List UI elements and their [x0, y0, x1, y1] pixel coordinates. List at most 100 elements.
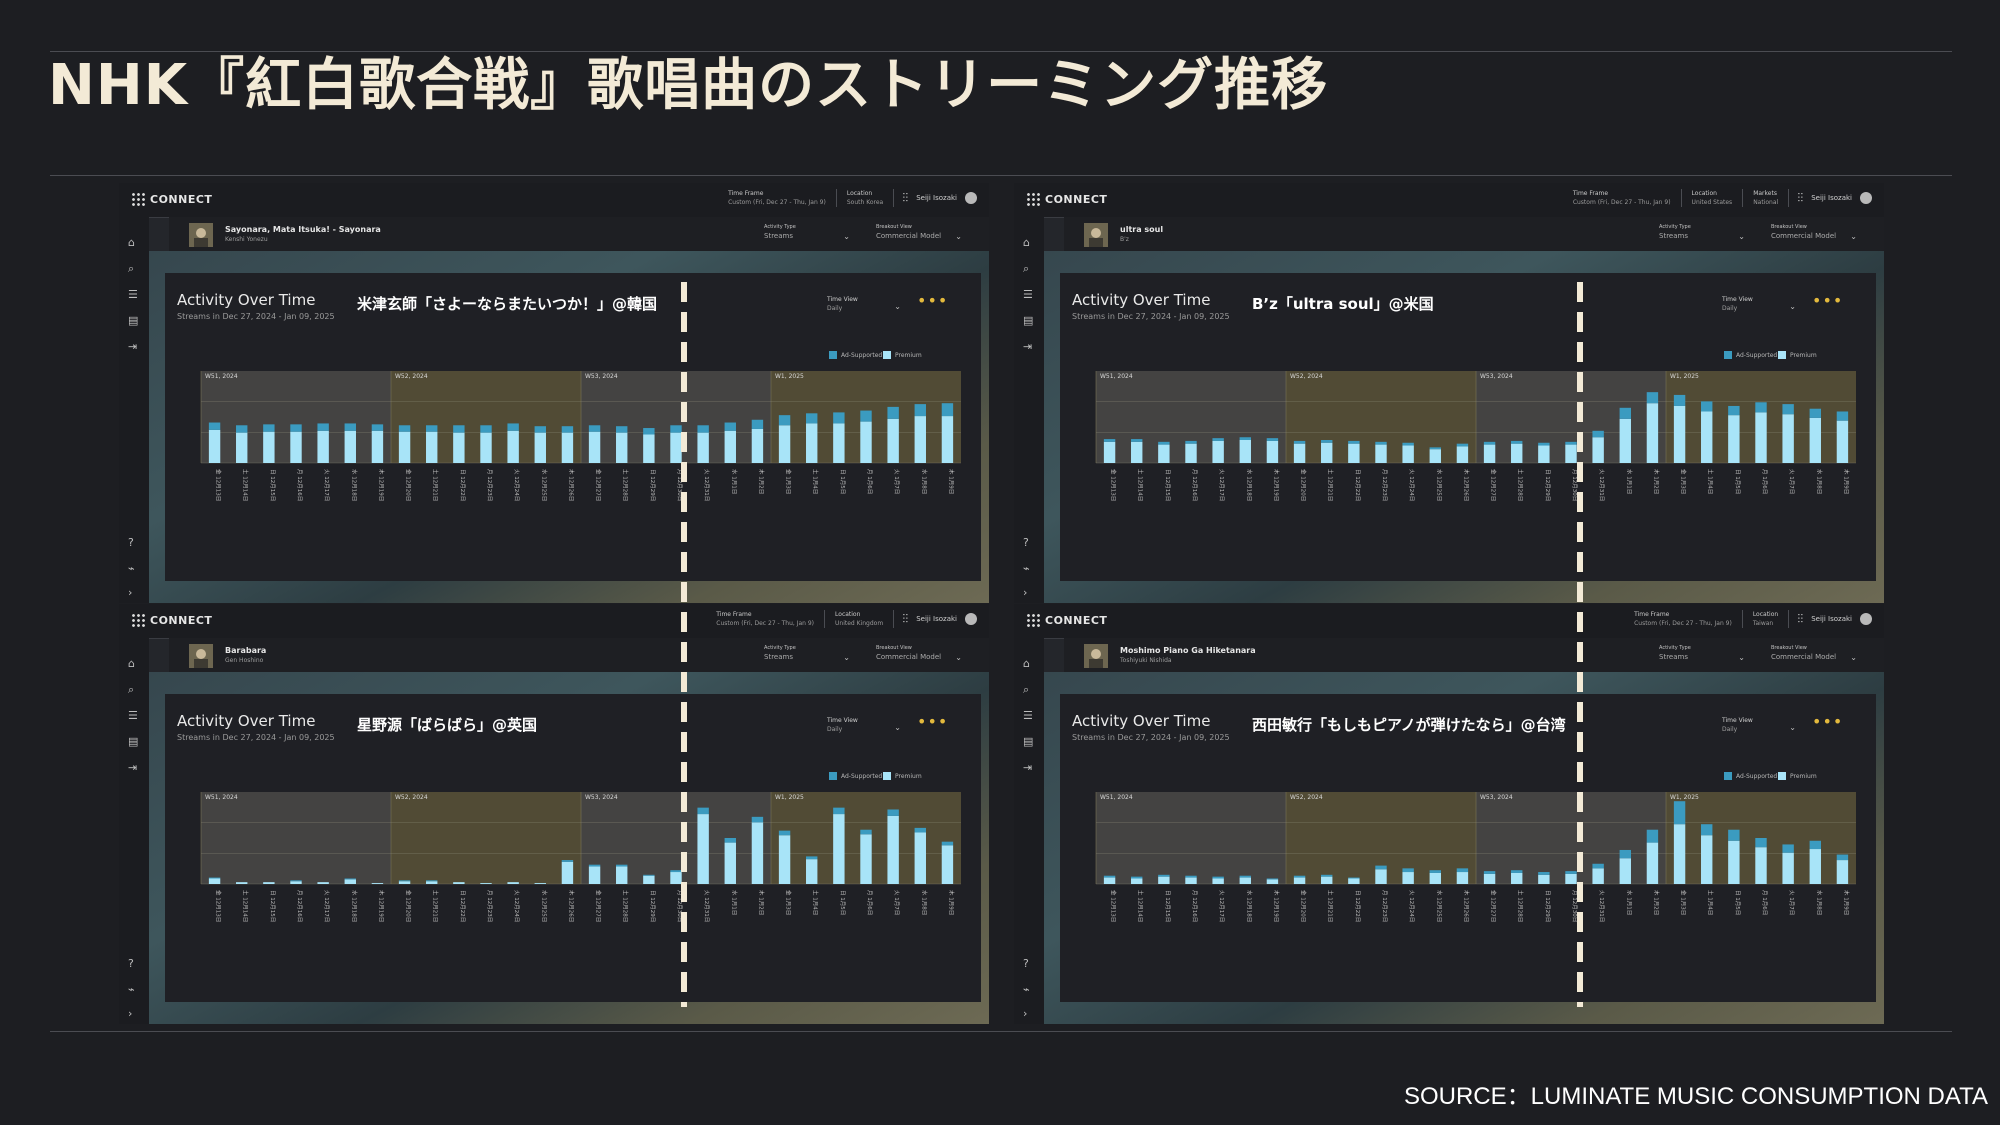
more-icon[interactable]: ••• — [917, 712, 949, 731]
search-icon[interactable]: ⌕ — [1023, 683, 1030, 696]
markets-filter[interactable]: Markets National — [1743, 189, 1790, 207]
legend-premium[interactable]: Premium — [1778, 351, 1817, 359]
legend-swatch-premium — [883, 351, 891, 359]
home-icon[interactable]: ⌂ — [128, 236, 135, 249]
breakout-view-select[interactable]: Breakout View Commercial Model ⌄ — [1771, 644, 1857, 662]
list-icon[interactable]: ☰ — [1023, 288, 1033, 301]
user-name[interactable]: Seiji Isozaki — [916, 615, 957, 623]
report-icon[interactable]: ▤ — [1023, 735, 1034, 748]
bar-ad-supported — [344, 423, 356, 431]
connect-logo[interactable]: CONNECT — [1026, 192, 1107, 207]
expand-icon[interactable]: › — [128, 586, 133, 599]
chart-icon[interactable]: ⌁ — [1023, 562, 1030, 575]
time-frame-filter[interactable]: Time Frame Custom (Fri, Dec 27 - Thu, Ja… — [718, 189, 837, 207]
chart-icon[interactable]: ⌁ — [1023, 983, 1030, 996]
legend-premium[interactable]: Premium — [883, 772, 922, 780]
home-icon[interactable]: ⌂ — [1023, 236, 1030, 249]
activity-type-select[interactable]: Activity Type Streams ⌄ — [1659, 644, 1745, 662]
search-icon[interactable]: ⌕ — [1023, 262, 1030, 275]
user-name[interactable]: Seiji Isozaki — [916, 194, 957, 202]
connect-logo[interactable]: CONNECT — [1026, 613, 1107, 628]
avatar[interactable] — [1860, 192, 1872, 204]
report-icon[interactable]: ▤ — [128, 314, 139, 327]
chart-icon[interactable]: ⌁ — [128, 983, 135, 996]
bar-premium — [290, 881, 302, 884]
expand-icon[interactable]: › — [1023, 586, 1028, 599]
connect-logo[interactable]: CONNECT — [131, 613, 212, 628]
home-icon[interactable]: ⌂ — [1023, 657, 1030, 670]
more-icon[interactable]: ••• — [1812, 712, 1844, 731]
time-view-select[interactable]: Time View Daily ⌄ — [827, 716, 901, 734]
search-icon[interactable]: ⌕ — [128, 683, 135, 696]
list-icon[interactable]: ☰ — [128, 709, 138, 722]
location-filter[interactable]: Location United Kingdom — [825, 610, 895, 628]
legend-label-ad: Ad-Supported — [841, 772, 883, 780]
time-frame-filter[interactable]: Time Frame Custom (Fri, Dec 27 - Thu, Ja… — [706, 610, 826, 628]
bar-premium — [1158, 876, 1170, 884]
bar-premium — [208, 878, 221, 884]
sliders-icon[interactable]: ⫶⫶ — [1797, 190, 1804, 205]
legend-ad-supported[interactable]: Ad-Supported — [829, 351, 882, 359]
export-icon[interactable]: ⇥ — [128, 761, 138, 774]
export-icon[interactable]: ⇥ — [128, 340, 138, 353]
time-view-select[interactable]: Time View Daily ⌄ — [827, 295, 901, 313]
search-icon[interactable]: ⌕ — [128, 262, 135, 275]
avatar[interactable] — [1860, 613, 1872, 625]
list-icon[interactable]: ☰ — [128, 288, 138, 301]
track-artist: B'z — [1120, 236, 1129, 243]
legend-ad-supported[interactable]: Ad-Supported — [829, 772, 882, 780]
home-icon[interactable]: ⌂ — [128, 657, 135, 670]
export-icon[interactable]: ⇥ — [1023, 340, 1033, 353]
week-band — [391, 792, 581, 884]
time-frame-filter[interactable]: Time Frame Custom (Fri, Dec 27 - Thu, Ja… — [1563, 189, 1682, 207]
legend-premium[interactable]: Premium — [1778, 772, 1817, 780]
help-icon[interactable]: ? — [128, 536, 134, 549]
activity-type-select[interactable]: Activity Type Streams ⌄ — [764, 644, 850, 662]
legend-ad-supported[interactable]: Ad-Supported — [1724, 772, 1777, 780]
help-icon[interactable]: ? — [1023, 536, 1029, 549]
legend-premium[interactable]: Premium — [883, 351, 922, 359]
legend-ad-supported[interactable]: Ad-Supported — [1724, 351, 1777, 359]
more-icon[interactable]: ••• — [1812, 291, 1844, 310]
list-icon[interactable]: ☰ — [1023, 709, 1033, 722]
location-filter[interactable]: Location South Korea — [837, 189, 895, 207]
sliders-icon[interactable]: ⫶⫶ — [902, 190, 909, 205]
sliders-icon[interactable]: ⫶⫶ — [1797, 611, 1804, 626]
export-icon[interactable]: ⇥ — [1023, 761, 1033, 774]
breakout-view-select[interactable]: Breakout View Commercial Model ⌄ — [1771, 223, 1857, 241]
chart-icon[interactable]: ⌁ — [128, 562, 135, 575]
x-tick-label: 土 1月4日 — [1707, 469, 1715, 494]
help-icon[interactable]: ? — [1023, 957, 1029, 970]
bar-premium — [697, 814, 709, 884]
breakout-view-value: Commercial Model — [876, 653, 942, 661]
expand-icon[interactable]: › — [128, 1007, 133, 1020]
time-frame-label: Time Frame — [716, 611, 752, 618]
bar-premium — [453, 882, 465, 884]
report-icon[interactable]: ▤ — [128, 735, 139, 748]
week-label: W52, 2024 — [395, 794, 428, 801]
bar-premium — [806, 423, 818, 463]
breakout-view-select[interactable]: Breakout View Commercial Model ⌄ — [876, 223, 962, 241]
sliders-icon[interactable]: ⫶⫶ — [902, 611, 909, 626]
avatar[interactable] — [965, 192, 977, 204]
more-icon[interactable]: ••• — [917, 291, 949, 310]
week-label: W1, 2025 — [1670, 794, 1699, 801]
time-frame-filter[interactable]: Time Frame Custom (Fri, Dec 27 - Thu, Ja… — [1624, 610, 1743, 628]
location-filter[interactable]: Location United States — [1682, 189, 1744, 207]
location-filter[interactable]: Location Taiwan — [1743, 610, 1790, 628]
activity-type-select[interactable]: Activity Type Streams ⌄ — [764, 223, 850, 241]
breakout-view-select[interactable]: Breakout View Commercial Model ⌄ — [876, 644, 962, 662]
user-name[interactable]: Seiji Isozaki — [1811, 194, 1852, 202]
x-tick-label: 水 12月18日 — [350, 890, 358, 922]
expand-icon[interactable]: › — [1023, 1007, 1028, 1020]
help-icon[interactable]: ? — [128, 957, 134, 970]
report-icon[interactable]: ▤ — [1023, 314, 1034, 327]
connect-logo[interactable]: CONNECT — [131, 192, 212, 207]
user-name[interactable]: Seiji Isozaki — [1811, 615, 1852, 623]
time-view-select[interactable]: Time View Daily ⌄ — [1722, 295, 1796, 313]
activity-type-select[interactable]: Activity Type Streams ⌄ — [1659, 223, 1745, 241]
time-view-select[interactable]: Time View Daily ⌄ — [1722, 716, 1796, 734]
bar-ad-supported — [1538, 872, 1550, 875]
x-tick-label: 火 1月7日 — [893, 469, 900, 494]
avatar[interactable] — [965, 613, 977, 625]
